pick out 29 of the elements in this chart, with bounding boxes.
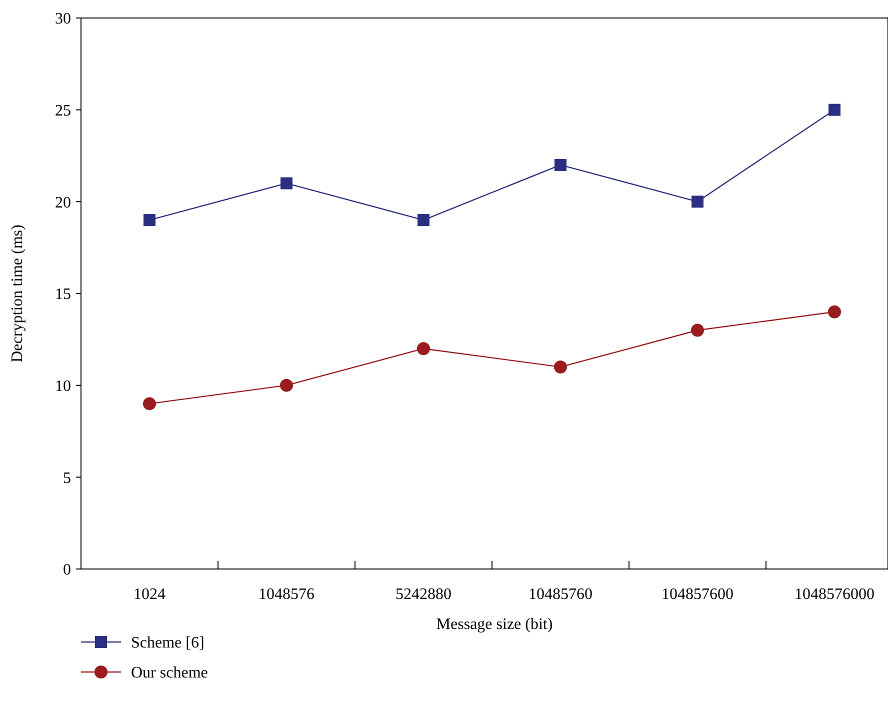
point [280, 378, 293, 392]
point [418, 214, 430, 226]
point [554, 158, 566, 171]
point [554, 360, 567, 374]
y-tick-label: 15 [55, 286, 71, 304]
point [691, 324, 704, 337]
x-tick-label: 1024 [134, 586, 166, 603]
x-tick-label: 104857600 [662, 586, 734, 603]
point [144, 214, 156, 226]
legend-label: Scheme [6] [131, 634, 204, 652]
y-tick-label: 5 [63, 470, 71, 487]
x-tick-label: 10485760 [528, 586, 592, 603]
y-tick-label: 10 [55, 378, 71, 395]
point [828, 305, 841, 318]
y-tick-label: 25 [55, 102, 71, 120]
y-tick-label: 0 [63, 562, 71, 579]
x-axis-title: Message size (bit) [436, 616, 553, 633]
point [828, 104, 840, 116]
point [143, 397, 156, 410]
x-tick-label: 1048576 [258, 586, 314, 603]
x-tick-label: 1048576000 [794, 586, 874, 603]
point [280, 177, 292, 190]
legend-label: Our scheme [131, 664, 208, 682]
point [692, 196, 704, 208]
x-tick-label: 5242880 [396, 586, 452, 603]
y-tick-label: 30 [55, 10, 71, 28]
y-axis-title: Decryption time (ms) [9, 224, 26, 362]
point [417, 342, 430, 356]
y-tick-label: 20 [55, 194, 71, 212]
